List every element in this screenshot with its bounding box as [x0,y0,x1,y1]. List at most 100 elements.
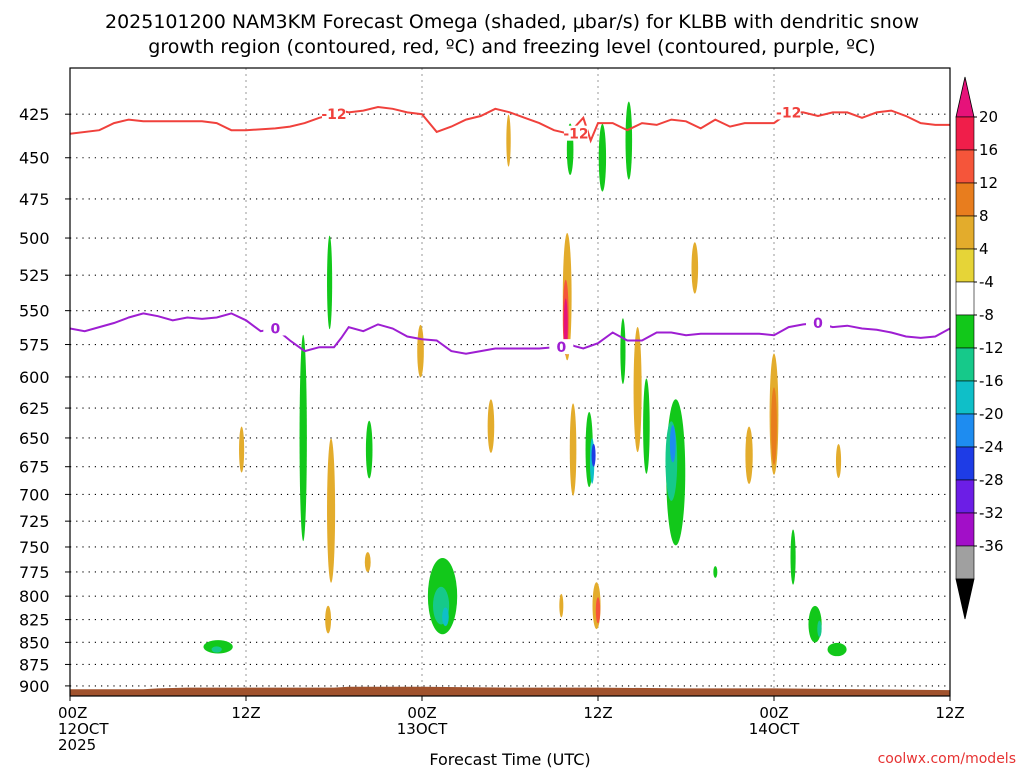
omega-cell-31 [364,552,371,573]
y-tick-label-600: 600 [19,368,50,387]
omega-cell-9 [506,114,511,167]
omega-cell-34 [771,387,777,465]
y-axis: 425 450 475 500 525 550 575 600 625 650 675 700 725 7… [19,105,70,696]
y-tick-label-425: 425 [19,105,50,124]
colorbar-swatch-4 [955,248,975,283]
chart-title-line2: growth region (contoured, red, ºC) and f… [148,36,875,58]
colorbar-label-1: 16 [979,141,998,159]
colorbar-label-3: 8 [979,207,989,225]
omega-cell-40 [595,597,601,624]
freezing-level-label-bg-0 [263,320,288,336]
contour-lines: -12 -12 -12 0 0 0 [70,104,950,356]
omega-cell-26 [790,529,796,585]
credit-text: coolwx.com/models [878,751,1016,767]
omega-cell-18 [620,318,626,384]
omega-cell-14 [569,403,577,496]
y-tick-label-500: 500 [19,229,50,248]
plot-frame [69,67,951,697]
omega-cell-2 [327,235,333,330]
colorbar-swatch-3 [955,215,975,250]
x-tick-label-12-0: 12Z [231,704,260,722]
colorbar-label-4: 4 [979,240,989,258]
x-tick-label-48-1: 14OCT [749,720,800,738]
colorbar-bottom-arrow [955,578,975,620]
omega-cell-28 [835,443,842,479]
x-tick-label-0-1: 12OCT [58,720,109,738]
colorbar-swatch-9 [955,413,975,448]
y-tick-label-550: 550 [19,302,50,321]
colorbar-label-13: -36 [979,537,1004,555]
dendritic-growth-isotherm-line [70,105,950,144]
x-tick-label-48-0: 00Z [759,704,788,722]
colorbar-label-2: 12 [979,174,998,192]
colorbar-swatch-13 [955,545,975,580]
omega-cell-35 [817,620,822,638]
colorbar-label-6: -8 [979,306,994,324]
colorbar-swatch-2 [955,182,975,217]
freezing-level-label-bg-1 [549,339,574,355]
x-tick-label-60-0: 12Z [935,704,964,722]
colorbar-swatch-6 [955,314,975,349]
omega-cell-23 [713,566,718,578]
y-tick-label-750: 750 [19,538,50,557]
y-tick-label-700: 700 [19,485,50,504]
omega-cell-22 [691,242,699,294]
y-tick-label-800: 800 [19,587,50,606]
colorbar-swatch-11 [955,479,975,514]
freezing-level-line [70,312,950,355]
y-tick-label-775: 775 [19,563,50,582]
colorbar-label-9: -20 [979,405,1004,423]
x-axis-label: Forecast Time (UTC) [429,750,590,768]
colorbar-label-7: -12 [979,339,1004,357]
terrain-layer [70,686,950,696]
x-tick-label-0-0: 00Z [58,704,87,722]
omega-shading [203,101,847,657]
terrain-fill [70,686,950,696]
x-tick-label-24-1: 13OCT [397,720,448,738]
dendritic-growth-isotherm-label-2: -12 [776,105,801,121]
omega-cell-19 [633,326,642,453]
omega-cell-17 [625,101,633,180]
y-tick-label-575: 575 [19,336,50,355]
colorbar: 20 16 12 8 4 -4 -8 -12 -16 -20 -24 -28 -32 -36 [955,76,1004,620]
omega-cell-36 [211,646,222,653]
dendritic-growth-isotherm-label-1: -12 [563,127,588,143]
omega-cell-4 [325,605,332,634]
colorbar-swatch-10 [955,446,975,481]
y-tick-label-675: 675 [19,458,50,477]
omega-cell-6 [417,324,424,378]
omega-cell-37 [442,607,449,627]
x-tick-label-0-2: 2025 [58,736,96,754]
omega-cell-12 [559,593,564,618]
colorbar-label-12: -32 [979,504,1004,522]
x-tick-label-24-0: 00Z [407,704,436,722]
dendritic-growth-isotherm-label-bg-1 [564,125,588,141]
colorbar-top-arrow [955,76,975,118]
freezing-level-label-1: 0 [556,340,566,356]
colorbar-swatch-0 [955,116,975,151]
omega-cell-42 [563,298,568,351]
omega-cell-1 [299,334,307,542]
y-tick-label-625: 625 [19,399,50,418]
omega-cell-29 [827,642,847,657]
x-tick-label-36-0: 12Z [583,704,612,722]
omega-cell-5 [365,420,373,479]
dendritic-growth-isotherm-label-bg-0 [322,106,346,122]
freezing-level-label-bg-2 [806,315,830,331]
omega-cell-20 [643,378,650,474]
freezing-level-label-2: 0 [813,316,823,332]
plot-area [70,68,950,696]
y-tick-label-650: 650 [19,429,50,448]
chart-title-line1: 2025101200 NAM3KM Forecast Omega (shaded… [105,11,919,33]
omega-cell-8 [487,399,495,453]
y-tick-label-725: 725 [19,512,50,531]
freezing-level-label-0: 0 [270,321,280,337]
colorbar-swatch-5 [955,281,975,316]
dendritic-growth-isotherm-label-0: -12 [321,107,346,123]
colorbar-label-5: -4 [979,273,994,291]
colorbar-swatch-7 [955,347,975,382]
colorbar-label-0: 20 [979,108,998,126]
colorbar-label-11: -28 [979,471,1004,489]
